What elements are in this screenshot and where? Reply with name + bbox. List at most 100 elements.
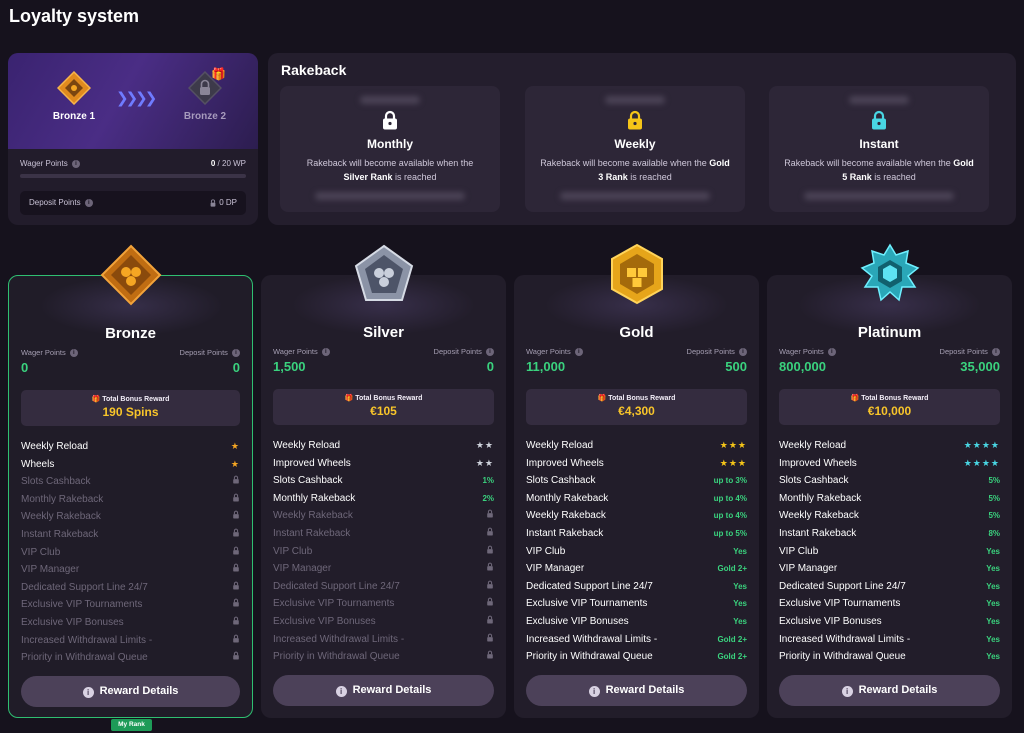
next-rank: 🎁 Bronze 2 bbox=[165, 67, 245, 122]
feature-label: VIP Manager bbox=[21, 564, 80, 576]
total-bonus-reward: 🎁 Total Bonus Reward €4,300 bbox=[526, 389, 747, 425]
info-icon: i bbox=[841, 686, 853, 697]
info-icon[interactable]: i bbox=[992, 348, 1000, 357]
feature-row: Monthly Rakeback 2% bbox=[273, 490, 494, 508]
feature-value: up to 5% bbox=[713, 528, 747, 538]
deposit-points-row: Deposit Points i 0 DP bbox=[20, 191, 246, 215]
reward-details-button[interactable]: i Reward Details bbox=[273, 675, 494, 706]
info-icon[interactable]: i bbox=[69, 349, 78, 358]
feature-row: Priority in Withdrawal Queue bbox=[273, 648, 494, 666]
total-bonus-reward-label: 🎁 Total Bonus Reward bbox=[91, 396, 170, 403]
feature-label: Weekly Rakeback bbox=[526, 510, 606, 522]
wager-points-label: Wager Points bbox=[20, 159, 68, 168]
feature-row: Improved Wheels ★★ bbox=[273, 455, 494, 473]
points-values: 11,000 500 bbox=[526, 359, 747, 374]
feature-label: Exclusive VIP Tournaments bbox=[779, 598, 901, 610]
rakeback-instant: Instant Rakeback will become available wh… bbox=[769, 86, 989, 212]
feature-row: Exclusive VIP Tournaments Yes bbox=[779, 595, 1000, 613]
feature-row: Weekly Rakeback up to 4% bbox=[526, 507, 747, 525]
info-icon[interactable]: i bbox=[232, 349, 240, 358]
wager-points-required: 11,000 bbox=[526, 359, 566, 374]
feature-row: Increased Withdrawal Limits - bbox=[273, 631, 494, 649]
deposit-points-value: 0 DP bbox=[209, 198, 237, 207]
feature-label: Instant Rakeback bbox=[273, 527, 351, 539]
feature-label: Exclusive VIP Bonuses bbox=[21, 616, 124, 628]
reward-details-button[interactable]: i Reward Details bbox=[526, 675, 747, 706]
total-bonus-reward-value: €10,000 bbox=[867, 404, 912, 418]
reward-details-button[interactable]: i Reward Details bbox=[779, 675, 1000, 706]
feature-row: Weekly Rakeback bbox=[21, 508, 240, 526]
feature-row: Weekly Reload ★ bbox=[21, 438, 240, 456]
feature-label: Exclusive VIP Tournaments bbox=[273, 598, 395, 610]
gift-icon: 🎁 bbox=[91, 396, 101, 403]
rakeback-monthly: Monthly Rakeback will become available wh… bbox=[280, 86, 500, 212]
total-bonus-reward-value: €105 bbox=[370, 404, 397, 418]
info-icon[interactable]: i bbox=[739, 348, 747, 357]
feature-value: Gold 2+ bbox=[717, 634, 747, 644]
wager-points-required: 0 bbox=[21, 360, 29, 375]
feature-label: Weekly Reload bbox=[779, 440, 847, 451]
info-icon: i bbox=[335, 686, 347, 697]
feature-label: Weekly Rakeback bbox=[273, 510, 353, 522]
feature-label: Slots Cashback bbox=[273, 475, 343, 487]
lock-icon bbox=[233, 581, 239, 590]
lock-icon bbox=[487, 615, 493, 624]
lock-icon bbox=[233, 546, 239, 555]
feature-label: Weekly Reload bbox=[273, 440, 341, 451]
feature-label: Exclusive VIP Tournaments bbox=[526, 598, 648, 610]
stars-icon: ★★ bbox=[475, 440, 494, 450]
feature-list: Weekly Reload ★★★ Improved Wheels ★★★ Slots … bbox=[526, 437, 747, 666]
wager-progress-bar bbox=[20, 174, 246, 178]
feature-label: Weekly Rakeback bbox=[21, 511, 101, 523]
lock-icon bbox=[233, 599, 239, 607]
feature-row: Increased Withdrawal Limits - Gold 2+ bbox=[526, 631, 747, 649]
info-icon[interactable]: i bbox=[486, 348, 494, 357]
silver-badge-icon bbox=[353, 243, 415, 305]
feature-value: up to 3% bbox=[713, 476, 747, 486]
feature-label: Improved Wheels bbox=[273, 457, 351, 469]
total-bonus-reward-value: €4,300 bbox=[618, 404, 655, 418]
feature-row: Priority in Withdrawal Queue bbox=[21, 649, 240, 667]
rank-progress-card: Bronze 1 ❯❯❯❯ 🎁 Bronze 2 Wager Points i … bbox=[8, 53, 258, 225]
feature-label: Slots Cashback bbox=[21, 476, 91, 488]
info-icon[interactable]: i bbox=[84, 198, 93, 207]
feature-label: Exclusive VIP Bonuses bbox=[526, 615, 629, 627]
total-bonus-reward-label: 🎁 Total Bonus Reward bbox=[344, 395, 423, 402]
feature-row: Dedicated Support Line 24/7 bbox=[273, 578, 494, 596]
reward-details-button[interactable]: i Reward Details bbox=[21, 676, 240, 707]
my-rank-badge: My Rank bbox=[111, 719, 152, 731]
stars-icon: ★ bbox=[230, 458, 240, 469]
wager-points-required: 800,000 bbox=[779, 359, 826, 374]
info-icon[interactable]: i bbox=[574, 348, 583, 357]
feature-value: 5% bbox=[988, 511, 1000, 521]
total-bonus-reward: 🎁 Total Bonus Reward €105 bbox=[273, 389, 494, 425]
deposit-points-required: 0 bbox=[486, 359, 494, 374]
feature-row: Priority in Withdrawal Queue Yes bbox=[779, 648, 1000, 666]
current-rank-label: Bronze 1 bbox=[52, 111, 96, 122]
feature-label: Priority in Withdrawal Queue bbox=[21, 652, 148, 664]
feature-label: Instant Rakeback bbox=[526, 527, 604, 539]
rakeback-title: Rakeback bbox=[281, 62, 347, 78]
info-icon[interactable]: i bbox=[321, 348, 330, 357]
feature-row: VIP Club bbox=[273, 543, 494, 561]
stars-icon: ★★★★ bbox=[963, 440, 1000, 450]
rank-progress-header: Bronze 1 ❯❯❯❯ 🎁 Bronze 2 bbox=[8, 53, 258, 149]
feature-row: VIP Manager Gold 2+ bbox=[526, 560, 747, 578]
platinum-badge-icon bbox=[859, 243, 921, 305]
lock-icon bbox=[487, 510, 493, 518]
feature-label: Dedicated Support Line 24/7 bbox=[779, 580, 906, 592]
feature-row: Instant Rakeback up to 5% bbox=[526, 525, 747, 543]
feature-label: Monthly Rakeback bbox=[779, 492, 862, 504]
rakeback-description: Rakeback will become available when the … bbox=[306, 158, 474, 182]
info-icon[interactable]: i bbox=[827, 348, 836, 357]
rakeback-description: Rakeback will become available when the … bbox=[784, 158, 974, 182]
feature-label: VIP Club bbox=[779, 545, 819, 557]
lock-icon bbox=[233, 616, 239, 625]
rakeback-name: Monthly bbox=[367, 137, 413, 151]
lock-icon bbox=[210, 199, 216, 207]
feature-row: Instant Rakeback bbox=[21, 526, 240, 544]
feature-value: Yes bbox=[986, 634, 1000, 644]
feature-label: VIP Manager bbox=[526, 563, 585, 575]
lock-icon bbox=[487, 580, 493, 589]
info-icon[interactable]: i bbox=[71, 159, 80, 168]
